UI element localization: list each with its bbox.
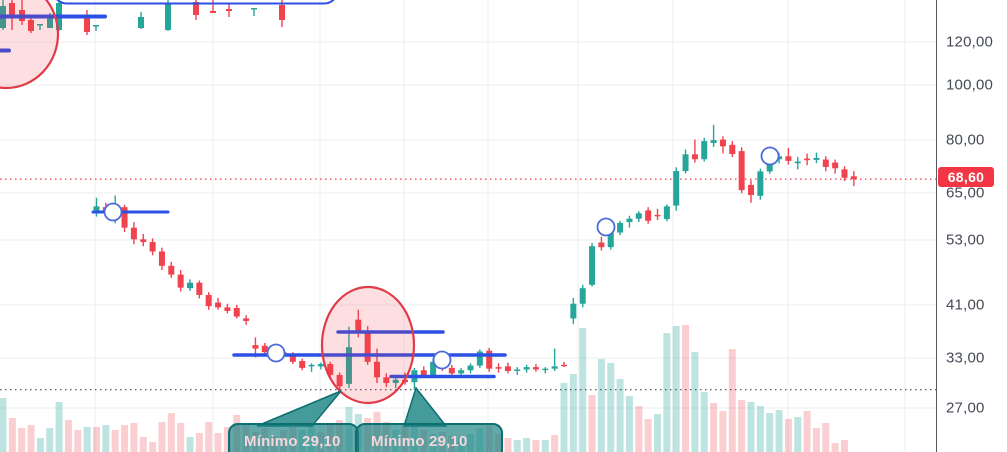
- volume-bar: [691, 352, 699, 452]
- volume-bar: [756, 406, 764, 452]
- volume-bar: [111, 430, 119, 452]
- volume-bar: [177, 423, 185, 452]
- grid-lines: [0, 0, 936, 452]
- volume-bar: [607, 363, 615, 452]
- volume-bar: [588, 395, 596, 452]
- volume-bar: [775, 410, 783, 452]
- callout-minimum-right-label: Mínimo 29,10: [371, 433, 468, 450]
- volume-bar: [803, 411, 811, 452]
- volume-bar: [55, 402, 63, 452]
- volume-bar: [214, 433, 222, 452]
- price-axis-label: 27,00: [946, 399, 985, 417]
- volume-bar: [682, 325, 690, 452]
- volume-bar: [597, 359, 605, 452]
- candlestick-series: [93, 124, 857, 390]
- volume-bar: [728, 349, 736, 452]
- volume-bar: [74, 430, 82, 452]
- callout-minimum-right[interactable]: Mínimo 29,10: [355, 423, 503, 452]
- volume-bar: [513, 440, 521, 452]
- chart-plot-area[interactable]: [0, 0, 936, 452]
- volume-bar: [719, 411, 727, 452]
- circle-marker[interactable]: [432, 350, 452, 370]
- volume-bar: [121, 425, 129, 452]
- circle-marker[interactable]: [266, 343, 286, 363]
- ellipse-annotation[interactable]: [0, 0, 60, 90]
- volume-bar: [195, 433, 203, 452]
- volume-bar: [822, 423, 830, 452]
- volume-bar: [18, 428, 26, 452]
- chart-canvas: [0, 0, 936, 452]
- volume-bar: [663, 333, 671, 452]
- volume-bar: [167, 413, 175, 452]
- volume-bar: [784, 419, 792, 452]
- volume-bar: [551, 435, 559, 452]
- volume-bar: [672, 326, 680, 452]
- price-axis[interactable]: 120,00 100,00 80,00 65,00 53,00 41,00 33,00 27,…: [936, 0, 1007, 452]
- volume-bar: [523, 438, 531, 452]
- volume-bar: [27, 425, 35, 452]
- volume-bar: [504, 438, 512, 452]
- volume-bar: [569, 374, 577, 452]
- volume-bar: [616, 379, 624, 452]
- volume-bar: [36, 438, 44, 452]
- volume-bar: [644, 419, 652, 452]
- circle-marker[interactable]: [760, 146, 780, 166]
- callout-minimum-left[interactable]: Mínimo 29,10: [228, 423, 359, 452]
- volume-bar: [8, 418, 16, 452]
- volume-bar: [139, 437, 147, 452]
- volume-bar: [149, 442, 157, 452]
- volume-bar: [831, 443, 839, 452]
- volume-bar: [532, 440, 540, 452]
- volume-bar: [747, 402, 755, 452]
- volume-bar: [579, 328, 587, 452]
- volume-bar: [223, 427, 231, 452]
- volume-bar: [841, 440, 848, 452]
- callout-minimum-left-label: Mínimo 29,10: [244, 433, 341, 450]
- price-axis-label: 65,00: [946, 184, 985, 202]
- volume-bar: [64, 420, 72, 452]
- ellipse-annotation[interactable]: [320, 285, 416, 405]
- price-axis-label: 80,00: [946, 131, 985, 149]
- volume-bar: [541, 440, 549, 452]
- volume-bar: [158, 422, 166, 452]
- inset-border-rectangle[interactable]: [53, 0, 338, 5]
- volume-bar: [738, 400, 746, 452]
- volume-bar: [635, 406, 643, 452]
- volume-bar: [130, 423, 138, 452]
- price-axis-label: 41,00: [946, 296, 985, 314]
- volume-bar: [186, 437, 194, 452]
- circle-marker[interactable]: [103, 202, 123, 222]
- volume-bar: [710, 403, 718, 452]
- circle-marker[interactable]: [596, 217, 616, 237]
- volume-bar: [700, 392, 708, 452]
- price-axis-label: 53,00: [946, 231, 985, 249]
- volume-bar: [654, 414, 661, 452]
- price-axis-label: 120,00: [946, 33, 994, 51]
- volume-bar: [794, 417, 802, 452]
- volume-bar: [46, 428, 54, 452]
- volume-bar: [766, 413, 774, 452]
- volume-bar: [560, 383, 568, 452]
- volume-bar: [205, 422, 213, 452]
- volume-bar: [812, 428, 820, 452]
- price-axis-label: 100,00: [946, 76, 994, 94]
- volume-bar: [0, 398, 7, 452]
- price-axis-label: 33,00: [946, 349, 985, 367]
- last-price-badge: 68,60: [938, 167, 994, 187]
- callout-tail[interactable]: [402, 386, 448, 427]
- volume-bar: [83, 427, 91, 452]
- volume-bar: [102, 425, 110, 452]
- volume-bar: [625, 396, 633, 452]
- volume-bar: [93, 427, 100, 452]
